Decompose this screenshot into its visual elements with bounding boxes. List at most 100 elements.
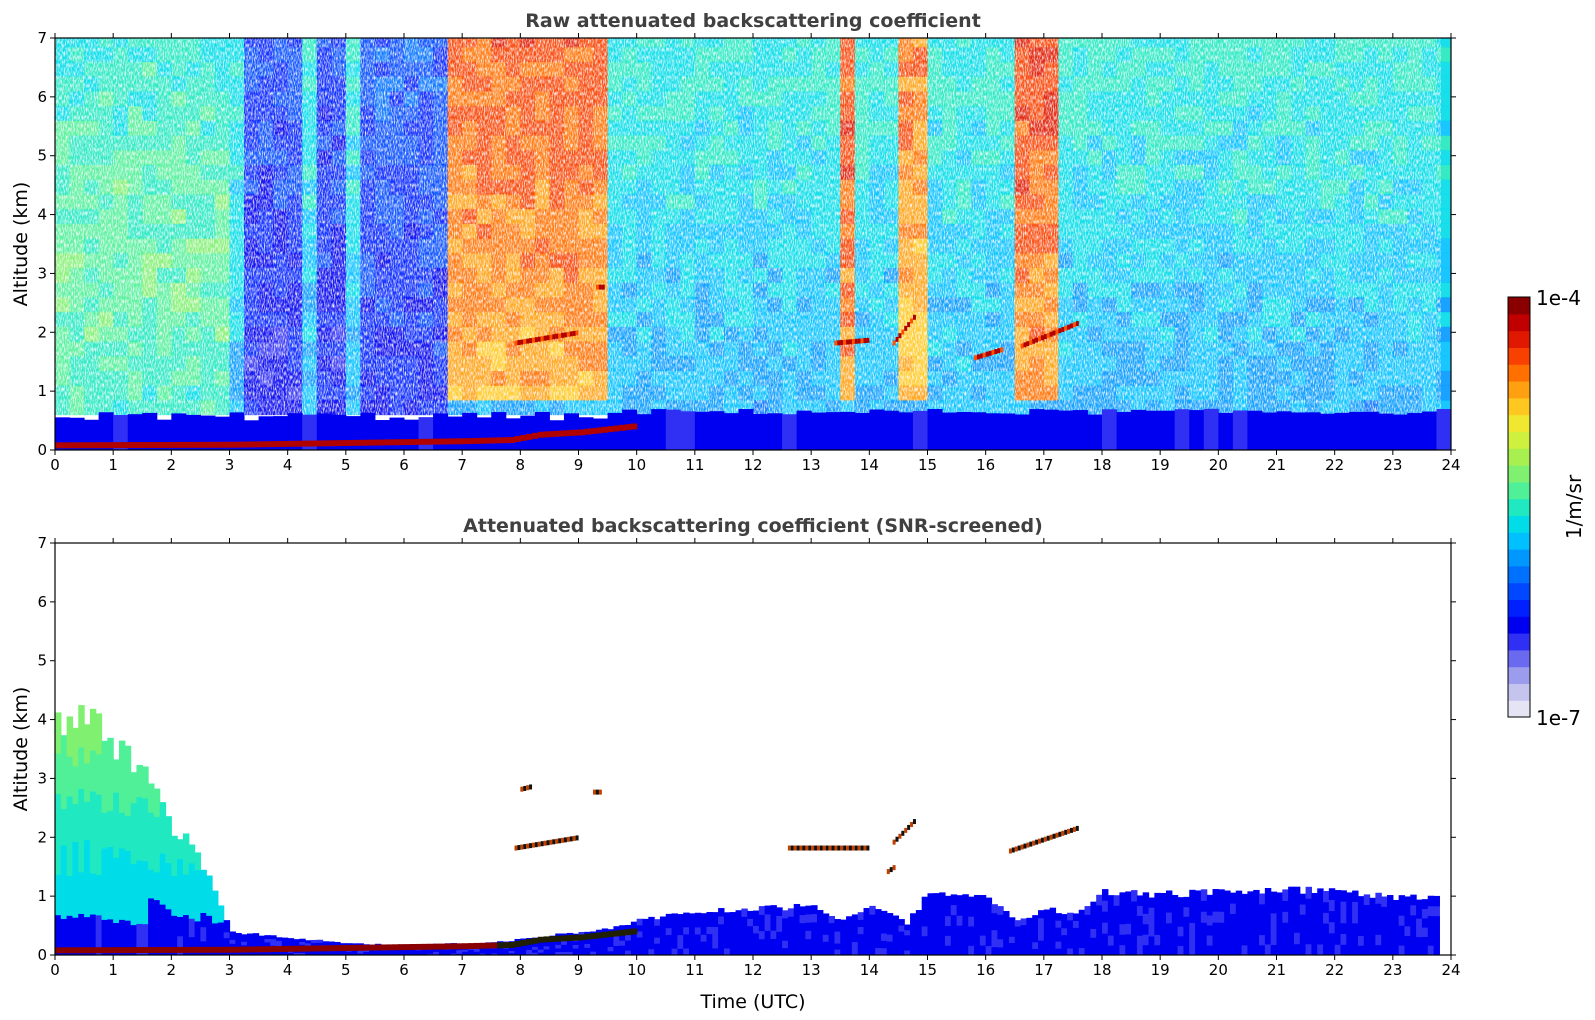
raw-surface-cell <box>101 442 108 449</box>
screened-boundary-cell <box>165 908 172 933</box>
screened-boundary-cell <box>1189 900 1196 913</box>
raw-boundary-cell <box>1058 410 1074 450</box>
screened-surface-cell <box>66 947 74 954</box>
screened-boundary-cell <box>136 796 143 829</box>
screened-boundary-cell <box>991 912 998 922</box>
screened-boundary-cell <box>287 938 295 942</box>
raw-cloud-mark <box>555 333 559 339</box>
raw-surface-cell <box>386 439 393 446</box>
screened-boundary-cell <box>433 949 440 952</box>
screened-boundary-cell <box>118 919 126 955</box>
screened-boundary-cell <box>1433 905 1440 917</box>
screened-boundary-cell <box>944 915 952 927</box>
screened-boundary-cell <box>438 951 446 954</box>
screened-boundary-cell <box>1008 923 1016 931</box>
screened-boundary-cell <box>392 951 399 954</box>
screened-boundary-cell <box>677 914 684 922</box>
screened-boundary-cell <box>648 935 655 943</box>
screened-cloud-mark <box>837 845 841 851</box>
screened-boundary-cell <box>758 930 766 940</box>
screened-boundary-cell <box>1433 945 1440 955</box>
screened-boundary-cell <box>1270 923 1278 935</box>
screened-boundary-cell <box>252 944 260 949</box>
screened-cloud-mark <box>808 845 812 851</box>
screened-boundary-cell <box>1183 925 1190 937</box>
screened-boundary-cell <box>101 847 108 885</box>
raw-boundary-cell <box>1116 412 1132 450</box>
raw-cloud-mark <box>979 353 983 359</box>
screened-surface-cell <box>322 945 329 952</box>
raw-surface-cell <box>555 430 562 437</box>
raw-surface-cell <box>293 440 300 447</box>
screened-boundary-cell <box>1195 922 1202 935</box>
screened-boundary-cell <box>264 951 271 955</box>
screened-boundary-cell <box>613 945 620 951</box>
screened-boundary-cell <box>1154 903 1161 915</box>
screened-boundary-cell <box>549 948 556 953</box>
screened-boundary-cell <box>1171 914 1179 926</box>
screened-boundary-cell <box>1102 933 1109 945</box>
screened-boundary-cell <box>1416 927 1423 938</box>
screened-boundary-cell <box>153 871 161 901</box>
screened-boundary-cell <box>182 853 190 875</box>
screened-boundary-cell <box>1090 901 1097 912</box>
screened-boundary-cell <box>1241 944 1249 955</box>
screened-boundary-cell <box>1264 899 1272 911</box>
screened-cloud-mark <box>843 845 847 851</box>
screened-cloud-mark <box>529 843 533 849</box>
raw-boundary-cell <box>1189 410 1205 450</box>
screened-boundary-cell <box>683 933 690 942</box>
screened-boundary-cell <box>1107 935 1115 946</box>
raw-cloud-mark <box>575 330 579 336</box>
screened-boundary-cell <box>1014 949 1022 955</box>
screened-boundary-cell <box>281 952 289 955</box>
screened-cloud-mark <box>814 845 818 851</box>
screened-boundary-cell <box>66 835 74 877</box>
screened-boundary-cell <box>386 949 393 953</box>
raw-boundary-cell <box>709 411 725 450</box>
raw-surface-cell <box>590 428 597 435</box>
screened-boundary-cell <box>1305 898 1312 911</box>
screened-boundary-cell <box>171 875 178 896</box>
screened-boundary-cell <box>1020 936 1027 944</box>
raw-cloud-mark <box>994 349 998 355</box>
screened-surface-cell <box>404 944 411 951</box>
screened-boundary-cell <box>89 913 97 955</box>
screened-cloud-mark <box>863 845 867 851</box>
screened-boundary-cell <box>1410 904 1417 916</box>
screened-boundary-cell <box>677 927 684 936</box>
x-tick-label: 23 <box>1383 961 1402 979</box>
screened-boundary-cell <box>979 925 987 936</box>
screened-boundary-cell <box>654 949 661 955</box>
screened-boundary-cell <box>1154 913 1161 925</box>
screened-boundary-cell <box>55 914 62 955</box>
screened-boundary-cell <box>1165 890 1173 902</box>
screened-boundary-cell <box>747 925 754 934</box>
screened-boundary-cell <box>293 939 300 943</box>
screened-boundary-cell <box>1003 932 1010 941</box>
screened-surface-cell <box>514 940 521 947</box>
screened-boundary-cell <box>182 914 190 936</box>
screened-cloud-mark <box>799 845 803 851</box>
screened-boundary-cell <box>1084 922 1091 932</box>
screened-boundary-cell <box>910 913 917 921</box>
screened-boundary-cell <box>1165 933 1173 945</box>
screened-boundary-cell <box>782 910 789 919</box>
screened-boundary-cell <box>450 953 457 955</box>
screened-cloud-mark <box>552 839 556 845</box>
screened-boundary-cell <box>1270 891 1278 903</box>
screened-boundary-cell <box>828 948 836 955</box>
screened-boundary-cell <box>625 934 632 941</box>
raw-surface-cell <box>357 439 364 446</box>
screened-boundary-cell <box>1352 922 1359 935</box>
screened-boundary-cell <box>1416 908 1423 919</box>
x-tick-label: 22 <box>1325 456 1344 474</box>
screened-boundary-cell <box>555 951 562 955</box>
screened-cloud-mark <box>854 845 858 851</box>
screened-boundary-cell <box>194 937 202 955</box>
raw-surface-cell <box>340 440 347 447</box>
screened-boundary-cell <box>398 953 405 955</box>
screened-boundary-cell <box>857 926 865 935</box>
screened-boundary-cell <box>1131 900 1138 913</box>
screened-boundary-cell <box>1049 923 1057 932</box>
